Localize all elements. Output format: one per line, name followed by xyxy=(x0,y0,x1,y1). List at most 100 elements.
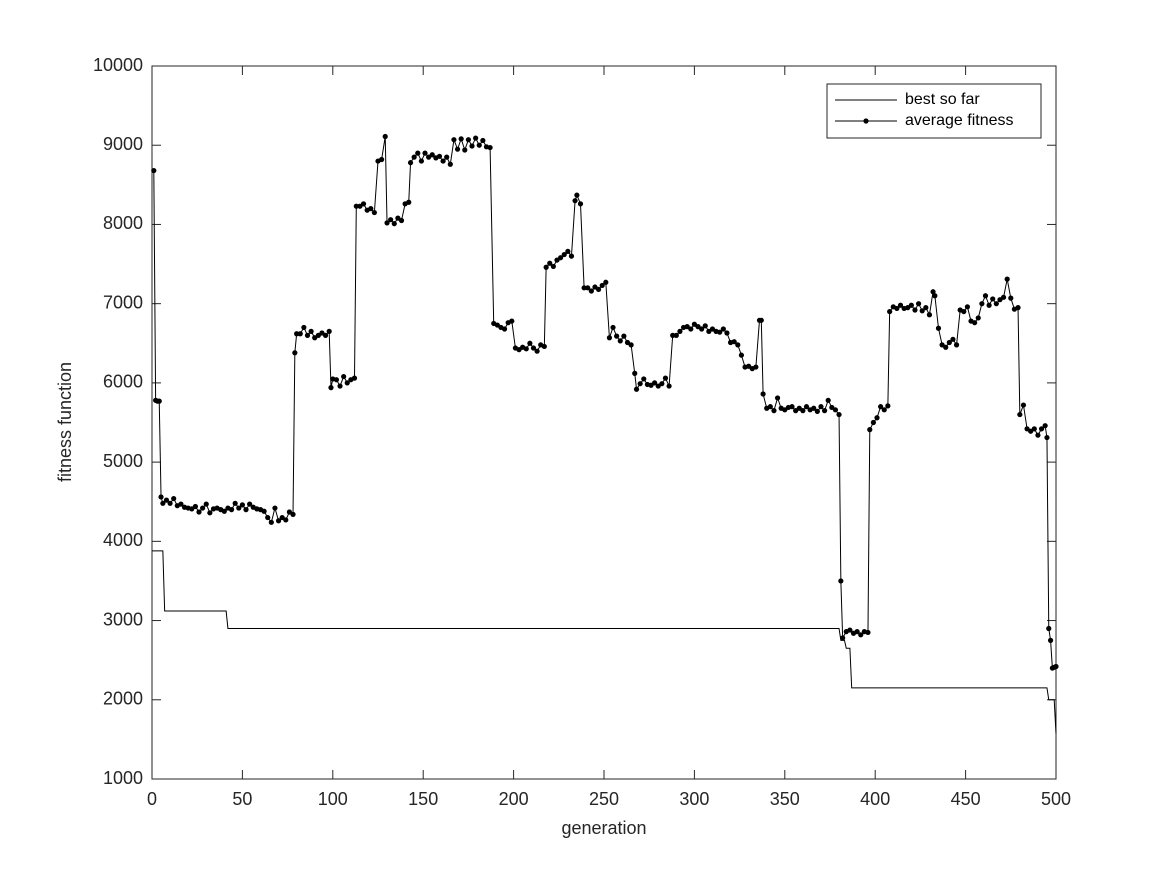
data-point xyxy=(943,344,949,350)
data-point xyxy=(232,500,238,506)
data-point xyxy=(294,331,300,337)
data-point xyxy=(912,307,918,313)
x-axis-label: generation xyxy=(561,818,646,838)
x-tick-label: 500 xyxy=(1041,789,1071,809)
data-point xyxy=(476,142,482,148)
data-point xyxy=(818,404,824,410)
data-point xyxy=(738,352,745,358)
data-point xyxy=(534,348,540,354)
data-point xyxy=(447,161,453,167)
y-tick-label: 1000 xyxy=(103,768,143,788)
data-point xyxy=(275,518,282,524)
data-point xyxy=(301,324,307,331)
data-point xyxy=(487,144,493,151)
data-point xyxy=(581,285,587,291)
data-point xyxy=(717,329,723,335)
plot-frame xyxy=(151,65,1057,780)
data-point xyxy=(1047,637,1054,643)
data-point xyxy=(337,383,343,389)
data-point xyxy=(982,293,989,299)
data-point xyxy=(418,158,424,164)
data-point xyxy=(811,405,817,411)
data-point xyxy=(292,350,298,356)
data-point xyxy=(894,305,900,312)
data-point xyxy=(897,302,904,308)
data-point xyxy=(993,301,999,307)
data-point xyxy=(838,578,844,584)
data-point xyxy=(641,376,647,382)
x-tick-label: 300 xyxy=(679,789,709,809)
data-point xyxy=(341,373,347,380)
data-point xyxy=(867,427,873,433)
y-tick-label: 6000 xyxy=(103,372,143,392)
data-point xyxy=(429,152,435,158)
data-point xyxy=(1031,426,1037,432)
data-point xyxy=(832,407,839,413)
data-point xyxy=(1035,432,1041,438)
y-tick-label: 4000 xyxy=(103,530,143,550)
data-point xyxy=(688,326,694,332)
x-tick-label: 400 xyxy=(860,789,890,809)
data-point xyxy=(628,342,634,348)
data-point xyxy=(158,494,164,500)
data-point xyxy=(789,404,795,410)
legend-label: average fitness xyxy=(905,112,1014,129)
data-point xyxy=(774,395,781,401)
data-point xyxy=(800,408,806,414)
data-point xyxy=(887,308,893,315)
data-point xyxy=(699,326,705,332)
data-point xyxy=(1008,295,1014,301)
data-point xyxy=(561,251,567,258)
data-point xyxy=(1004,276,1010,282)
data-point xyxy=(440,158,446,164)
data-point xyxy=(351,375,358,381)
data-point xyxy=(415,150,421,156)
data-point xyxy=(568,253,575,259)
data-point xyxy=(473,135,479,141)
data-point xyxy=(836,411,842,418)
data-point xyxy=(501,326,508,332)
data-point xyxy=(462,147,468,153)
data-point xyxy=(979,301,985,307)
data-point xyxy=(720,326,726,332)
data-point xyxy=(1044,434,1050,441)
data-point xyxy=(469,143,475,149)
data-point xyxy=(171,495,177,502)
data-point xyxy=(758,317,764,323)
x-tick-label: 100 xyxy=(318,789,348,809)
data-point xyxy=(297,331,303,337)
data-point xyxy=(599,282,605,289)
data-point xyxy=(577,201,584,207)
data-point xyxy=(243,507,249,513)
data-point xyxy=(731,339,737,345)
data-point xyxy=(530,345,537,351)
x-tick-label: 0 xyxy=(147,789,157,809)
data-point xyxy=(203,501,209,507)
data-point xyxy=(360,201,367,207)
y-tick-label: 2000 xyxy=(103,689,143,709)
x-tick-label: 200 xyxy=(499,789,529,809)
data-point xyxy=(407,160,414,166)
data-point xyxy=(261,508,267,514)
data-point xyxy=(458,136,464,142)
data-point xyxy=(565,248,571,254)
data-point xyxy=(953,342,960,348)
data-point xyxy=(247,501,253,507)
data-point xyxy=(444,154,450,160)
data-point xyxy=(923,305,929,311)
data-point xyxy=(326,328,332,334)
data-point xyxy=(151,167,157,174)
data-point xyxy=(1046,625,1052,632)
data-point xyxy=(874,415,880,421)
data-point xyxy=(353,203,359,209)
data-point xyxy=(865,629,871,636)
data-point xyxy=(523,346,529,352)
data-point xyxy=(480,137,486,144)
data-point xyxy=(196,509,202,515)
data-point xyxy=(972,320,978,326)
data-point xyxy=(1000,294,1007,300)
data-point xyxy=(547,260,553,266)
data-point xyxy=(272,505,278,511)
